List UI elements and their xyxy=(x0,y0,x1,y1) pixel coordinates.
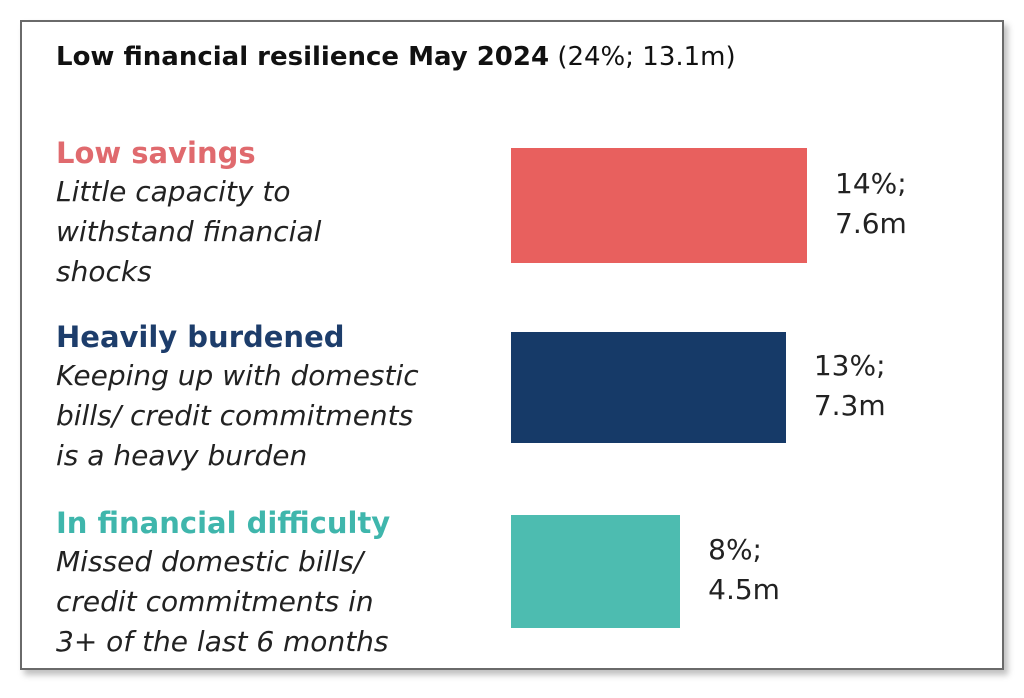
category-label-group: In financial difficulty Missed domestic b… xyxy=(56,504,390,662)
bar xyxy=(511,515,681,628)
category-label-group: Low savings Little capacity to withstand … xyxy=(56,134,321,292)
title-main: Low financial resilience May 2024 xyxy=(56,42,550,72)
category-name: Heavily burdened xyxy=(56,320,345,354)
category-description: Missed domestic bills/ credit commitment… xyxy=(56,545,389,658)
data-label: 8%; 4.5m xyxy=(708,532,780,606)
chart-frame: Low financial resilience May 2024 (24%; … xyxy=(20,20,1004,670)
bar xyxy=(511,332,786,443)
data-label: 13%; 7.3m xyxy=(813,348,886,422)
category-name: In financial difficulty xyxy=(56,506,391,540)
data-label: 14%; 7.6m xyxy=(835,166,907,240)
category-name: Low savings xyxy=(56,136,256,170)
title-suffix: (24%; 13.1m) xyxy=(557,42,736,72)
category-label-group: Heavily burdened Keeping up with domestic… xyxy=(56,318,419,476)
bar xyxy=(511,148,807,263)
chart-title: Low financial resilience May 2024 (24%; … xyxy=(56,42,736,72)
category-description: Little capacity to withstand financial s… xyxy=(56,175,322,288)
category-description: Keeping up with domestic bills/ credit c… xyxy=(56,359,419,472)
